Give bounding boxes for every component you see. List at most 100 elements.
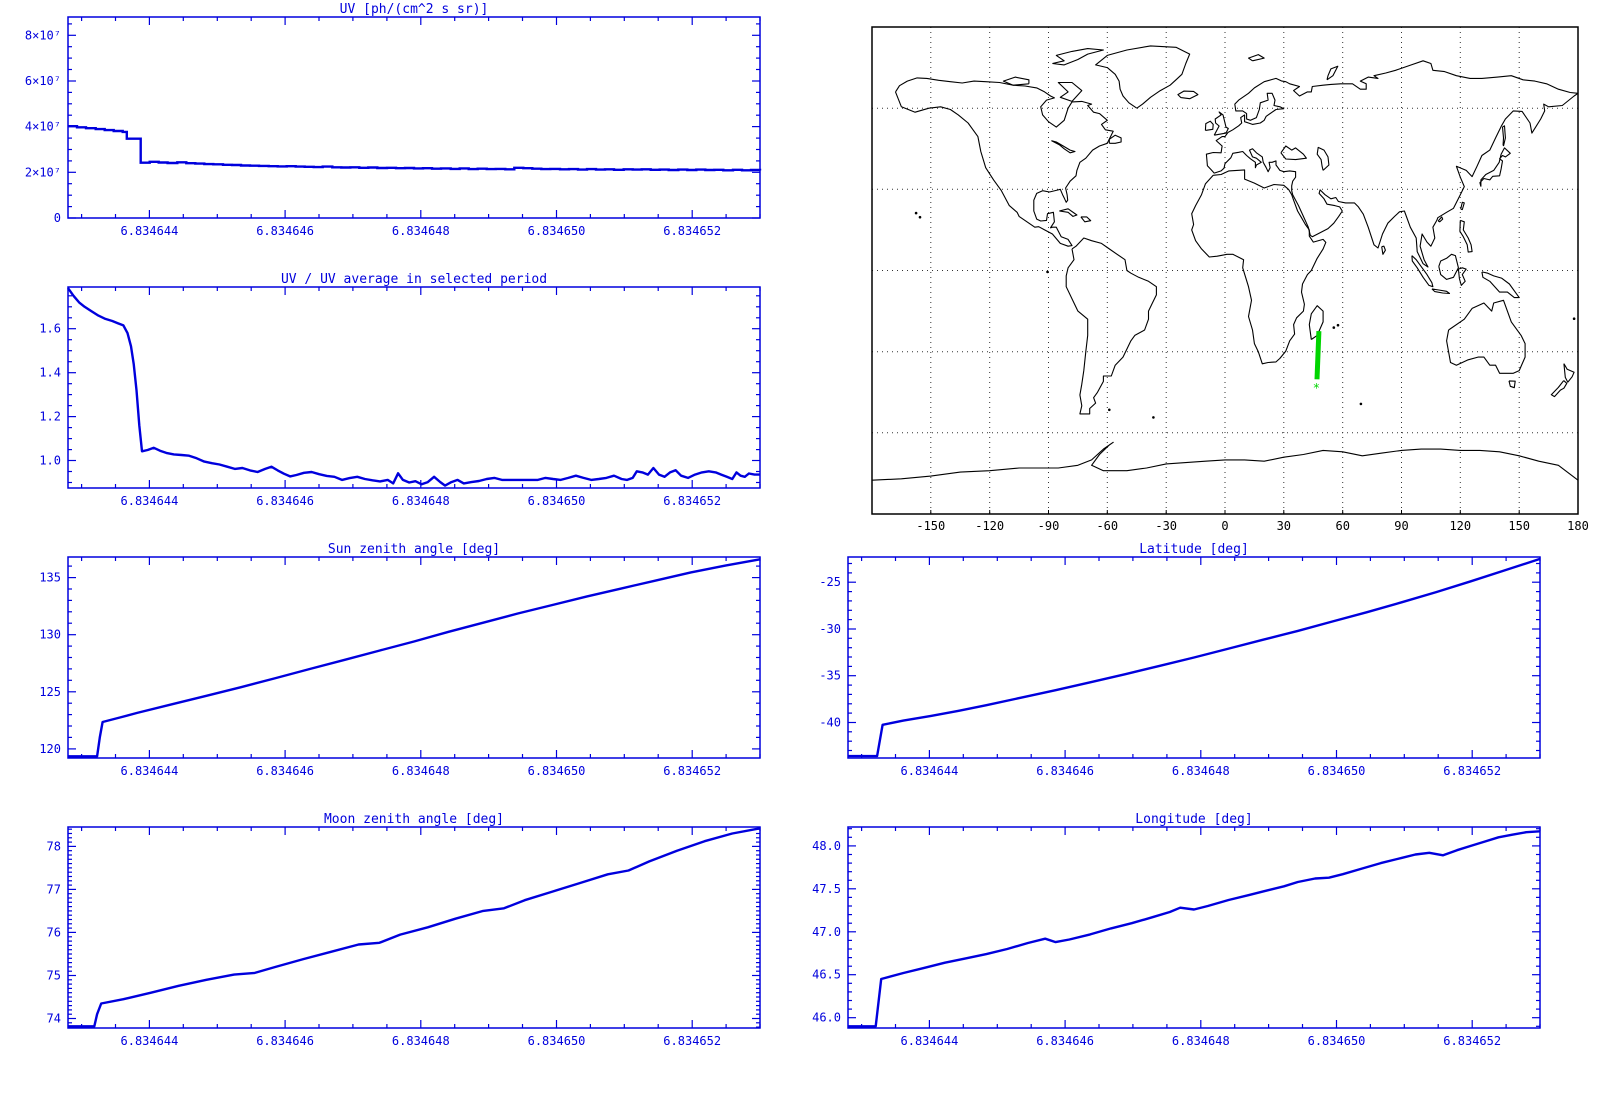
uv-x-label: 6.834648: [392, 224, 450, 238]
latitude-chart-title: Latitude [deg]: [1139, 542, 1249, 557]
map-lon-label: 0: [1221, 519, 1228, 533]
uv_ratio-x-label: 6.834648: [392, 494, 450, 508]
latitude-x-label: 6.834646: [1036, 764, 1094, 778]
map-lon-ticks: [930, 510, 1579, 514]
uv-chart-title: UV [ph/(cm^2 s sr)]: [339, 2, 489, 17]
moon_zenith-tick-labels: 6.834644 6.834646 6.834648 6.834650 6.834652…: [47, 839, 722, 1048]
longitude-tick-labels: 6.834644 6.834646 6.834648 6.834650 6.834652…: [812, 839, 1501, 1048]
uv-y-label: 6×10⁷: [25, 74, 61, 88]
moon_zenith-chart: 6.834644 6.834646 6.834648 6.834650 6.834652…: [47, 826, 761, 1048]
uv-frame: [67, 16, 761, 219]
ground-track-line: [1314, 331, 1322, 380]
map-coastlines: [872, 45, 1578, 481]
uv-chart: 6.834644 6.834646 6.834648 6.834650 6.834652…: [25, 16, 762, 238]
map-lon-label: -90: [1038, 519, 1060, 533]
map-lon-label: 60: [1335, 519, 1349, 533]
sun_zenith-x-label: 6.834652: [663, 764, 721, 778]
sun_zenith-y-label: 125: [39, 685, 61, 699]
sun_zenith-series-line: [68, 558, 761, 758]
map-lon-label: 90: [1394, 519, 1408, 533]
uv_ratio-y-label: 1.6: [39, 322, 61, 336]
moon_zenith-x-label: 6.834646: [256, 1034, 314, 1048]
uv_ratio-y-label: 1.2: [39, 410, 61, 424]
uv-y-label: 4×10⁷: [25, 120, 61, 134]
moon_zenith-frame: [67, 826, 761, 1029]
latitude-tick-labels: 6.834644 6.834646 6.834648 6.834650 6.834652…: [819, 575, 1501, 778]
moon_zenith-y-label: 75: [47, 969, 61, 983]
latitude-y-label: -30: [819, 622, 841, 636]
latitude-x-label: 6.834644: [901, 764, 959, 778]
uv-ticks: [68, 17, 761, 219]
map-lon-labels: -150 -120 -90 -60 -30 0 30 60 90 120 150 180: [916, 519, 1588, 533]
sun_zenith-x-label: 6.834648: [392, 764, 450, 778]
uv_ratio-y-label: 1.4: [39, 366, 61, 380]
sun_zenith-y-label: 130: [39, 628, 61, 642]
moon_zenith-x-label: 6.834650: [528, 1034, 586, 1048]
longitude-x-label: 6.834646: [1036, 1034, 1094, 1048]
moon-zenith-chart-title: Moon zenith angle [deg]: [323, 812, 504, 827]
uv-x-label: 6.834652: [663, 224, 721, 238]
longitude-y-label: 47.5: [812, 882, 841, 896]
uv-series-line: [68, 125, 762, 172]
moon_zenith-x-label: 6.834648: [392, 1034, 450, 1048]
longitude-y-label: 48.0: [812, 839, 841, 853]
map-lon-label: 30: [1277, 519, 1291, 533]
map-lon-label: 180: [1567, 519, 1589, 533]
sun_zenith-chart: 6.834644 6.834646 6.834648 6.834650 6.834652…: [39, 556, 761, 778]
sun_zenith-x-label: 6.834646: [256, 764, 314, 778]
uv-x-label: 6.834650: [528, 224, 586, 238]
uv_ratio-x-label: 6.834644: [121, 494, 179, 508]
moon_zenith-ticks: [68, 827, 761, 1028]
uv-tick-labels: 6.834644 6.834646 6.834648 6.834650 6.834652…: [25, 28, 721, 238]
uv_ratio-x-label: 6.834652: [663, 494, 721, 508]
latitude-x-label: 6.834648: [1172, 764, 1230, 778]
sun_zenith-x-label: 6.834650: [528, 764, 586, 778]
latitude-series-line: [848, 557, 1541, 758]
sun_zenith-tick-labels: 6.834644 6.834646 6.834648 6.834650 6.834652…: [39, 571, 721, 778]
map-lon-label: -120: [975, 519, 1004, 533]
uv-y-label: 0: [54, 211, 61, 225]
latitude-ticks: [848, 557, 1541, 758]
map-lon-label: -30: [1155, 519, 1177, 533]
moon_zenith-y-label: 77: [47, 882, 61, 896]
longitude-chart-title: Longitude [deg]: [1135, 812, 1253, 827]
longitude-y-label: 46.5: [812, 968, 841, 982]
longitude-frame: [847, 826, 1541, 1029]
sun_zenith-y-label: 120: [39, 742, 61, 756]
moon_zenith-x-label: 6.834644: [121, 1034, 179, 1048]
longitude-x-label: 6.834648: [1172, 1034, 1230, 1048]
uv-ratio-chart-title: UV / UV average in selected period: [280, 272, 548, 287]
latitude-y-label: -35: [819, 669, 841, 683]
longitude-x-label: 6.834650: [1308, 1034, 1366, 1048]
sun_zenith-ticks: [68, 557, 761, 758]
longitude-y-label: 47.0: [812, 925, 841, 939]
sun_zenith-x-label: 6.834644: [121, 764, 179, 778]
uv_ratio-y-label: 1.0: [39, 454, 61, 468]
sun_zenith-frame: [67, 556, 761, 759]
latitude-x-label: 6.834652: [1443, 764, 1501, 778]
map-lon-label: 150: [1508, 519, 1530, 533]
longitude-ticks: [848, 827, 1541, 1028]
map-graticule: [872, 27, 1578, 514]
longitude-series-line: [848, 830, 1541, 1028]
longitude-chart: 6.834644 6.834646 6.834648 6.834650 6.834652…: [812, 826, 1541, 1048]
latitude-chart: 6.834644 6.834646 6.834648 6.834650 6.834652…: [819, 556, 1541, 778]
latitude-y-label: -25: [819, 575, 841, 589]
uv_ratio-x-label: 6.834646: [256, 494, 314, 508]
map-lon-label: -60: [1096, 519, 1118, 533]
latitude-y-label: -40: [819, 716, 841, 730]
longitude-x-label: 6.834652: [1443, 1034, 1501, 1048]
moon_zenith-y-label: 76: [47, 925, 61, 939]
longitude-x-label: 6.834644: [901, 1034, 959, 1048]
uv-y-label: 2×10⁷: [25, 165, 61, 179]
moon_zenith-series-line: [68, 827, 761, 1028]
uv_ratio-tick-labels: 6.834644 6.834646 6.834648 6.834650 6.834652…: [39, 322, 721, 508]
uv-x-label: 6.834646: [256, 224, 314, 238]
uv-x-label: 6.834644: [121, 224, 179, 238]
uv-y-label: 8×10⁷: [25, 28, 61, 42]
moon_zenith-y-label: 74: [47, 1012, 61, 1026]
longitude-y-label: 46.0: [812, 1011, 841, 1025]
ground-track-start-marker: *: [1313, 381, 1320, 395]
